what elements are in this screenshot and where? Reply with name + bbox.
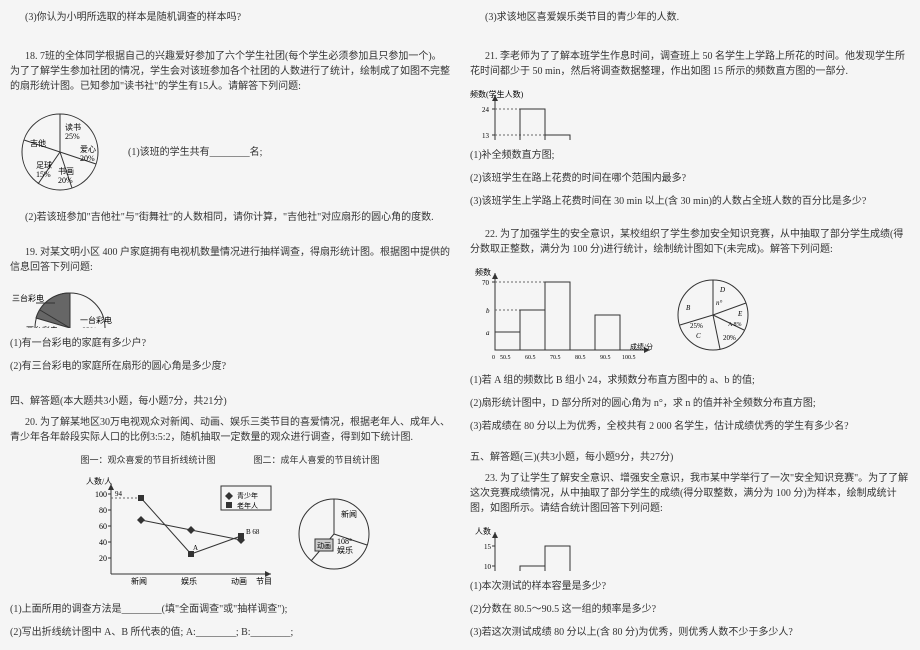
q20-2: (2)写出折线统计图中 A、B 所代表的值; A:________; B:___… [10,625,450,640]
svg-text:80: 80 [99,506,107,515]
q23-2: (2)分数在 80.5～90.5 这一组的频率是多少? [470,602,910,617]
svg-text:青少年: 青少年 [237,491,258,500]
q22-intro: 22. 为了加强学生的安全意识，某校组织了学生参加安全知识竞赛，从中抽取了部分学… [470,227,910,257]
svg-text:100: 100 [95,490,107,499]
svg-text:a: a [486,329,490,337]
svg-text:108°: 108° [337,537,352,546]
svg-text:40: 40 [99,538,107,547]
histogram-22: 频数 70 a b 0 50.5 60.5 70.5 80.5 90.5 100… [470,265,660,365]
histogram-23: 人数 15 10 5 0 50.5 60.5 70.5 80.5 90.5 10… [470,524,660,571]
svg-text:D: D [719,286,725,294]
svg-text:读书: 读书 [65,122,81,132]
q22-2: (2)扇形统计图中，D 部分所对的圆心角为 n°，求 n 的值并补全频数分布直方… [470,396,910,411]
chart20-title1: 图一：观众喜爱的节目折线统计图 [80,453,215,466]
q17-3: (3)你认为小明所选取的样本是随机调查的样本吗? [10,10,450,25]
svg-text:两台彩电: 两台彩电 [26,325,58,328]
svg-text:60.5: 60.5 [525,355,536,361]
svg-text:频数: 频数 [475,267,491,277]
histogram-21: 频数(学生人数) 24 13 8 0 10 20 30 40 50 时间(分) [470,87,650,140]
svg-text:60: 60 [99,522,107,531]
svg-text:人数: 人数 [475,526,491,536]
svg-text:70.5: 70.5 [550,355,561,361]
svg-text:书画: 书画 [58,166,74,176]
q21-1: (1)补全频数直方图; [470,148,910,163]
svg-text:90.5: 90.5 [600,355,611,361]
svg-text:节目: 节目 [256,577,272,586]
section-5-title: 五、解答题(三)(共3小题，每小题9分，共27分) [470,448,910,463]
pie-chart-22: D n° E A 8% 20% C 25% B [668,270,763,360]
line-chart-20: 人数/人 100 80 60 40 20 94 A B 68 [81,474,281,594]
svg-text:频数(学生人数): 频数(学生人数) [470,89,524,99]
q18-chart-row: 读书 25% 爱心 20% 书画 20% 足球 15% 吉他 (1)该班的学生共… [10,102,450,202]
q18-intro: 18. 7班的全体同学根据自己的兴趣爱好参加了六个学生社团(每个学生必须参加且只… [10,49,450,94]
svg-text:新闻: 新闻 [341,509,357,519]
svg-text:20: 20 [99,554,107,563]
svg-text:B 68: B 68 [246,528,260,536]
svg-text:70: 70 [482,279,490,287]
q20-1: (1)上面所用的调查方法是________(填"全面调查"或"抽样调查"); [10,602,450,617]
svg-text:人数/人: 人数/人 [86,476,112,486]
pie-chart-18: 读书 25% 爱心 20% 书画 20% 足球 15% 吉他 [10,102,120,202]
q23-intro: 23. 为了让学生了解安全意识、增强安全意识，我市某中学举行了一次"安全知识竞赛… [470,471,910,516]
svg-text:94: 94 [115,490,123,498]
svg-text:25%: 25% [690,322,703,330]
q19-2: (2)有三台彩电的家庭所在扇形的圆心角是多少度? [10,359,450,374]
svg-text:一台彩电: 一台彩电 [80,315,112,325]
svg-text:24: 24 [482,106,490,114]
svg-text:动画: 动画 [231,576,247,586]
svg-text:20%: 20% [723,334,736,342]
svg-text:足球: 足球 [36,160,52,170]
svg-text:15%: 15% [36,170,51,179]
svg-text:15: 15 [484,543,492,551]
svg-text:爱心: 爱心 [80,145,96,154]
q20-charts: 人数/人 100 80 60 40 20 94 A B 68 [10,474,450,594]
q22-charts: 频数 70 a b 0 50.5 60.5 70.5 80.5 90.5 100… [470,265,910,365]
q22-1: (1)若 A 组的频数比 B 组小 24，求频数分布直方图中的 a、b 的值; [470,373,910,388]
q22-3: (3)若成绩在 80 分以上为优秀，全校共有 2 000 名学生，估计成绩优秀的… [470,419,910,434]
svg-text:成绩/分: 成绩/分 [630,342,653,351]
pie-chart-20: 新闻 108° 娱乐 动画 [289,489,379,579]
svg-text:A 8%: A 8% [728,322,742,328]
svg-text:新闻: 新闻 [131,576,147,586]
q18-2: (2)若该班参加"吉他社"与"街舞社"的人数相同，请你计算，"吉他社"对应扇形的… [10,210,450,225]
q19-1: (1)有一台彩电的家庭有多少户? [10,336,450,351]
q21-2: (2)该班学生在路上花费的时间在哪个范围内最多? [470,171,910,186]
svg-text:娱乐: 娱乐 [181,576,197,586]
svg-text:20%: 20% [58,176,73,185]
q23-3: (3)若这次测试成绩 80 分以上(含 80 分)为优秀，则优秀人数不少于多少人… [470,625,910,640]
section-4-title: 四、解答题(本大题共3小题，每小题7分，共21分) [10,392,450,407]
svg-text:0: 0 [492,355,495,361]
svg-text:C: C [696,332,701,340]
svg-text:B: B [686,304,691,312]
q23-1: (1)本次测试的样本容量是多少? [470,579,910,594]
svg-text:A: A [193,544,198,552]
svg-text:13: 13 [482,132,490,140]
q19-intro: 19. 对某文明小区 400 户家庭拥有电视机数量情况进行抽样调查，得扇形统计图… [10,245,450,275]
q18-1: (1)该班的学生共有________名; [128,145,450,160]
svg-text:E: E [737,310,743,318]
svg-text:82%: 82% [82,326,97,328]
q21-intro: 21. 李老师为了了解本班学生作息时间，调查班上 50 名学生上学路上所花的时间… [470,49,910,79]
svg-text:动画: 动画 [317,541,331,550]
svg-text:娱乐: 娱乐 [337,545,353,555]
pie-chart-19: 三台彩电 一台彩电 82% 两台彩电 16.5% [10,283,130,328]
svg-text:b: b [486,307,490,315]
chart20-titles: 图一：观众喜爱的节目折线统计图 图二：成年人喜爱的节目统计图 [10,453,450,466]
svg-text:20%: 20% [80,154,95,163]
q20-intro: 20. 为了解某地区30万电视观众对新闻、动画、娱乐三类节目的喜爱情况，根据老年… [10,415,450,445]
svg-text:25%: 25% [65,132,80,141]
chart20-title2: 图二：成年人喜爱的节目统计图 [254,453,380,466]
q20-3: (3)求该地区喜爱娱乐类节目的青少年的人数. [470,10,910,25]
svg-text:80.5: 80.5 [575,355,586,361]
svg-text:三台彩电: 三台彩电 [12,293,44,303]
right-column: (3)求该地区喜爱娱乐类节目的青少年的人数. 21. 李老师为了了解本班学生作息… [470,10,910,640]
svg-text:100.5: 100.5 [622,355,636,361]
svg-text:老年人: 老年人 [237,501,258,510]
svg-text:10: 10 [484,563,492,571]
svg-text:50.5: 50.5 [500,355,511,361]
q21-3: (3)该班学生上学路上花费时间在 30 min 以上(含 30 min)的人数占… [470,194,910,209]
svg-text:n°: n° [716,299,723,307]
left-column: (3)你认为小明所选取的样本是随机调查的样本吗? 18. 7班的全体同学根据自己… [10,10,450,640]
svg-text:吉他: 吉他 [30,138,46,148]
